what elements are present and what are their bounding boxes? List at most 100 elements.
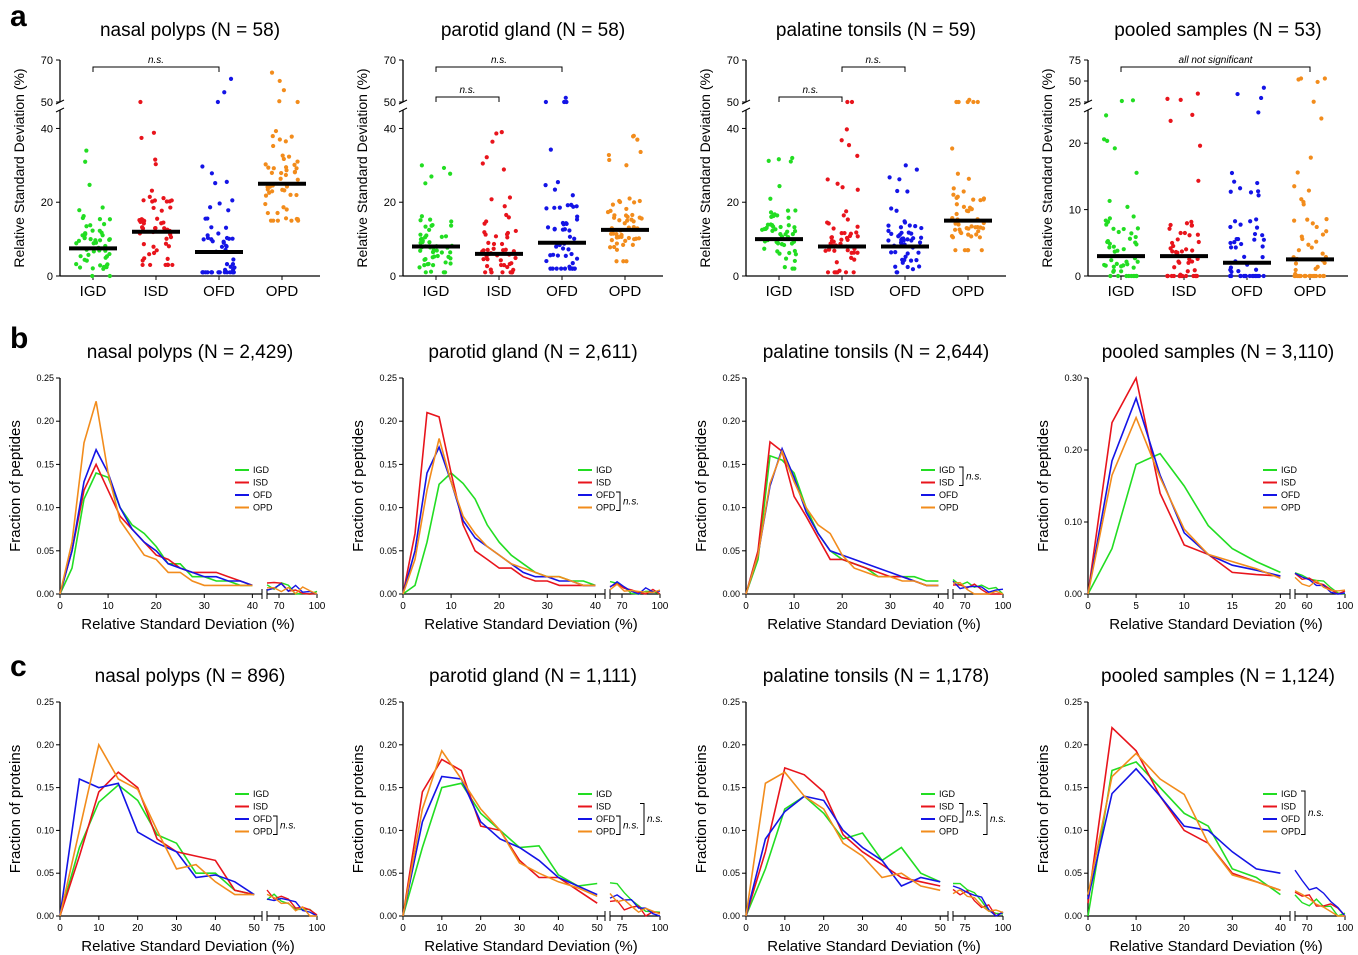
data-point <box>224 179 229 185</box>
data-point <box>792 258 797 264</box>
legend-label-IGD: IGD <box>1281 465 1298 475</box>
x-axis-label: Relative Standard Deviation (%) <box>1109 938 1322 955</box>
chart-title: nasal polyps (N = 2,429) <box>87 342 293 363</box>
data-point <box>1261 237 1266 242</box>
series-tail-IGD <box>1294 572 1346 595</box>
data-point <box>570 193 575 198</box>
data-point <box>484 155 489 160</box>
data-point <box>550 252 556 257</box>
data-point <box>1109 258 1114 263</box>
legend-label-OPD: OPD <box>1281 503 1301 513</box>
data-point <box>637 198 642 204</box>
data-point <box>439 250 444 255</box>
data-point <box>418 248 423 253</box>
data-point <box>429 174 434 179</box>
series-tail-IGD <box>609 882 661 913</box>
y-tick-label: 0.00 <box>722 911 740 921</box>
data-point <box>1195 91 1200 96</box>
data-point <box>1307 273 1312 279</box>
data-point <box>567 234 573 239</box>
data-point <box>98 263 103 268</box>
lineplot-proteins-3: palatine tonsils (N = 1,178) 0.00 0.05 0.10… <box>693 666 1012 955</box>
data-point <box>1229 273 1234 279</box>
y-tick-label: 0.10 <box>1064 825 1082 835</box>
data-point <box>1315 79 1320 85</box>
significance-bracket <box>92 66 220 72</box>
legend-label-OFD: OFD <box>253 814 272 824</box>
series-tail-OFD <box>266 897 318 917</box>
data-point <box>564 221 569 226</box>
data-point <box>567 228 572 233</box>
data-point <box>140 217 145 223</box>
data-point <box>137 218 142 223</box>
data-point <box>965 99 970 105</box>
data-point <box>208 205 213 210</box>
data-point <box>78 254 83 259</box>
data-point <box>1248 190 1254 195</box>
data-point <box>897 177 902 182</box>
data-point <box>905 189 910 194</box>
x-tick-label: 10 <box>93 923 105 934</box>
data-point <box>619 232 624 238</box>
data-point <box>1196 239 1201 245</box>
data-point <box>295 217 300 222</box>
data-point <box>104 263 109 268</box>
data-point <box>555 180 561 185</box>
data-point <box>491 241 497 247</box>
data-point <box>901 236 906 241</box>
data-point <box>485 247 490 252</box>
data-point <box>151 205 156 211</box>
x-tick-label: 70 <box>273 601 285 612</box>
data-point <box>782 265 787 270</box>
y-tick-label: 0.05 <box>36 546 54 556</box>
series-line-OPD <box>1087 415 1281 595</box>
data-point <box>88 237 93 242</box>
y-tick-label: 0.10 <box>379 503 397 513</box>
data-point <box>210 239 215 244</box>
data-point <box>221 240 226 245</box>
data-point <box>265 210 270 216</box>
y-tick-label: 50 <box>727 97 739 109</box>
data-point <box>837 268 842 273</box>
x-tick-label: 40 <box>590 601 602 612</box>
data-point <box>1116 229 1121 235</box>
data-point <box>855 250 860 255</box>
significance-bracket <box>778 96 843 102</box>
data-point <box>1254 225 1260 230</box>
data-point <box>570 266 575 271</box>
x-tick-label: OPD <box>266 283 299 300</box>
data-point <box>424 233 429 238</box>
data-point <box>630 212 635 218</box>
data-point <box>623 238 628 243</box>
data-point <box>277 99 282 104</box>
data-point <box>224 235 230 241</box>
data-point <box>554 266 559 271</box>
x-tick-label: IGD <box>80 283 107 300</box>
data-point <box>277 137 282 142</box>
data-point <box>786 215 791 220</box>
data-point <box>163 241 169 246</box>
x-axis-label: Relative Standard Deviation (%) <box>767 616 980 633</box>
data-point <box>513 255 518 261</box>
lineplot-proteins-4: pooled samples (N = 1,124) 0.00 0.05 0.10 0.… <box>1035 666 1354 955</box>
data-point <box>572 236 577 241</box>
series-line-ISD <box>1087 726 1281 904</box>
data-point <box>439 234 444 239</box>
data-point <box>1228 189 1233 194</box>
data-point <box>918 235 924 240</box>
data-point <box>1301 202 1306 207</box>
data-point <box>1235 91 1240 97</box>
data-point <box>762 246 767 251</box>
ns-bracket <box>616 491 621 511</box>
data-point <box>288 192 293 197</box>
data-point <box>899 230 904 235</box>
y-tick-label: 0.20 <box>379 740 397 750</box>
data-point <box>636 236 642 241</box>
chart-title: nasal polyps (N = 896) <box>95 666 286 687</box>
data-point <box>1324 229 1329 234</box>
data-point <box>903 254 908 259</box>
ns-bracket <box>273 815 278 835</box>
data-point <box>1131 214 1136 219</box>
data-point <box>1195 232 1200 237</box>
legend-label-ISD: ISD <box>253 802 269 812</box>
